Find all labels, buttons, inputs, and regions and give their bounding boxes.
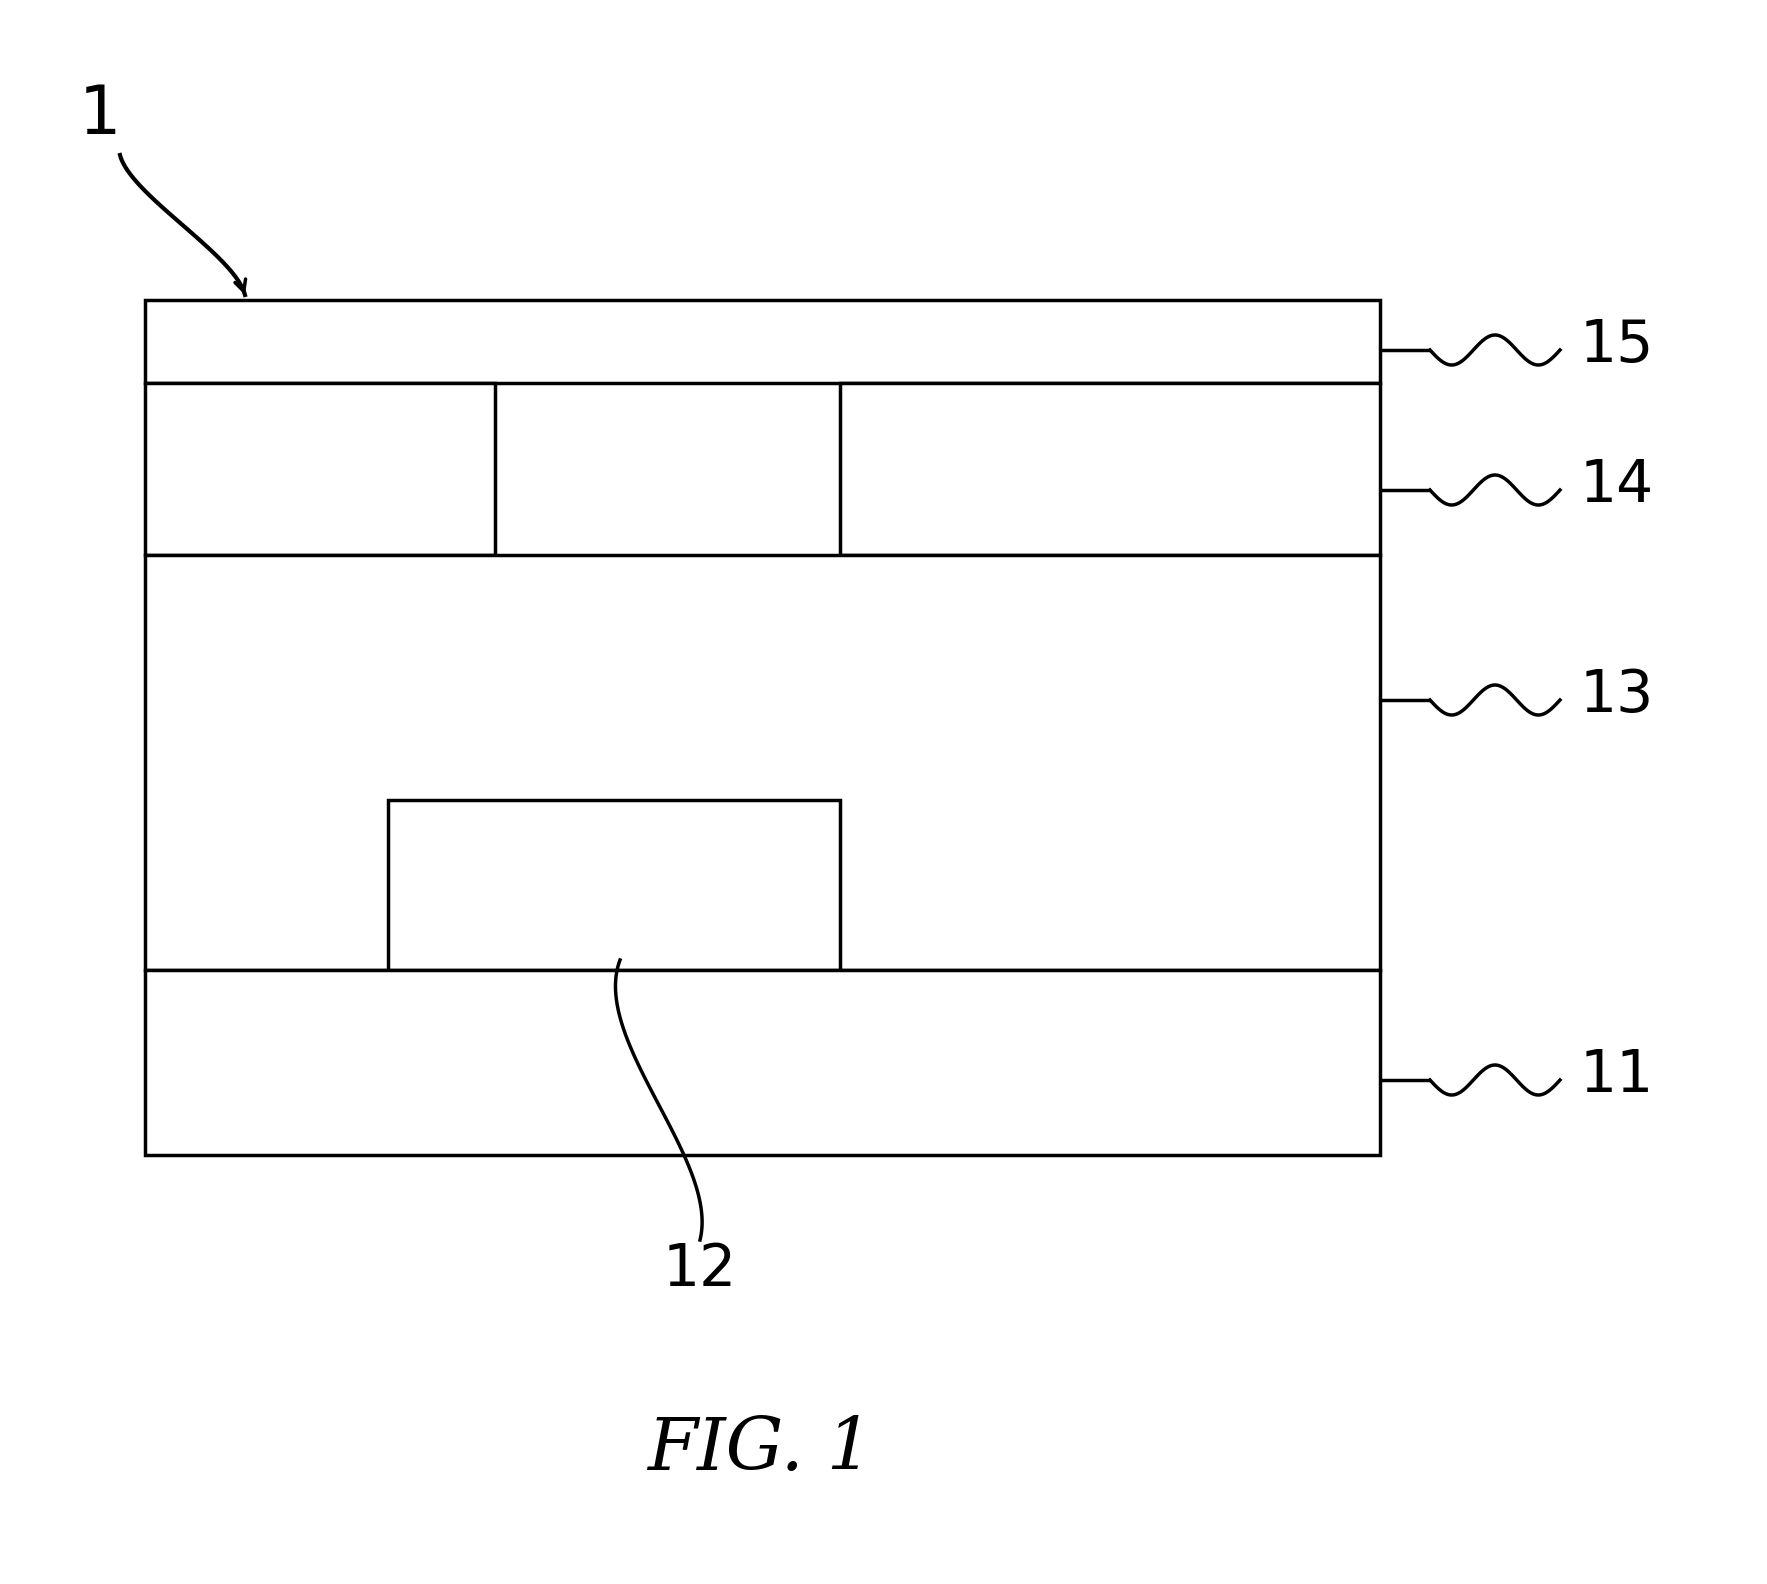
Bar bbox=[145, 969, 1380, 1155]
Text: 1: 1 bbox=[80, 82, 122, 147]
Bar bbox=[145, 383, 495, 554]
Bar bbox=[145, 554, 1380, 969]
Text: 14: 14 bbox=[1580, 456, 1654, 513]
Text: 15: 15 bbox=[1580, 317, 1654, 374]
Text: FIG. 1: FIG. 1 bbox=[647, 1415, 873, 1486]
Text: 12: 12 bbox=[663, 1242, 737, 1299]
Bar bbox=[839, 383, 1380, 554]
Text: 11: 11 bbox=[1580, 1047, 1654, 1104]
Text: 13: 13 bbox=[1580, 667, 1654, 724]
Bar bbox=[389, 800, 839, 969]
Bar bbox=[145, 299, 1380, 383]
